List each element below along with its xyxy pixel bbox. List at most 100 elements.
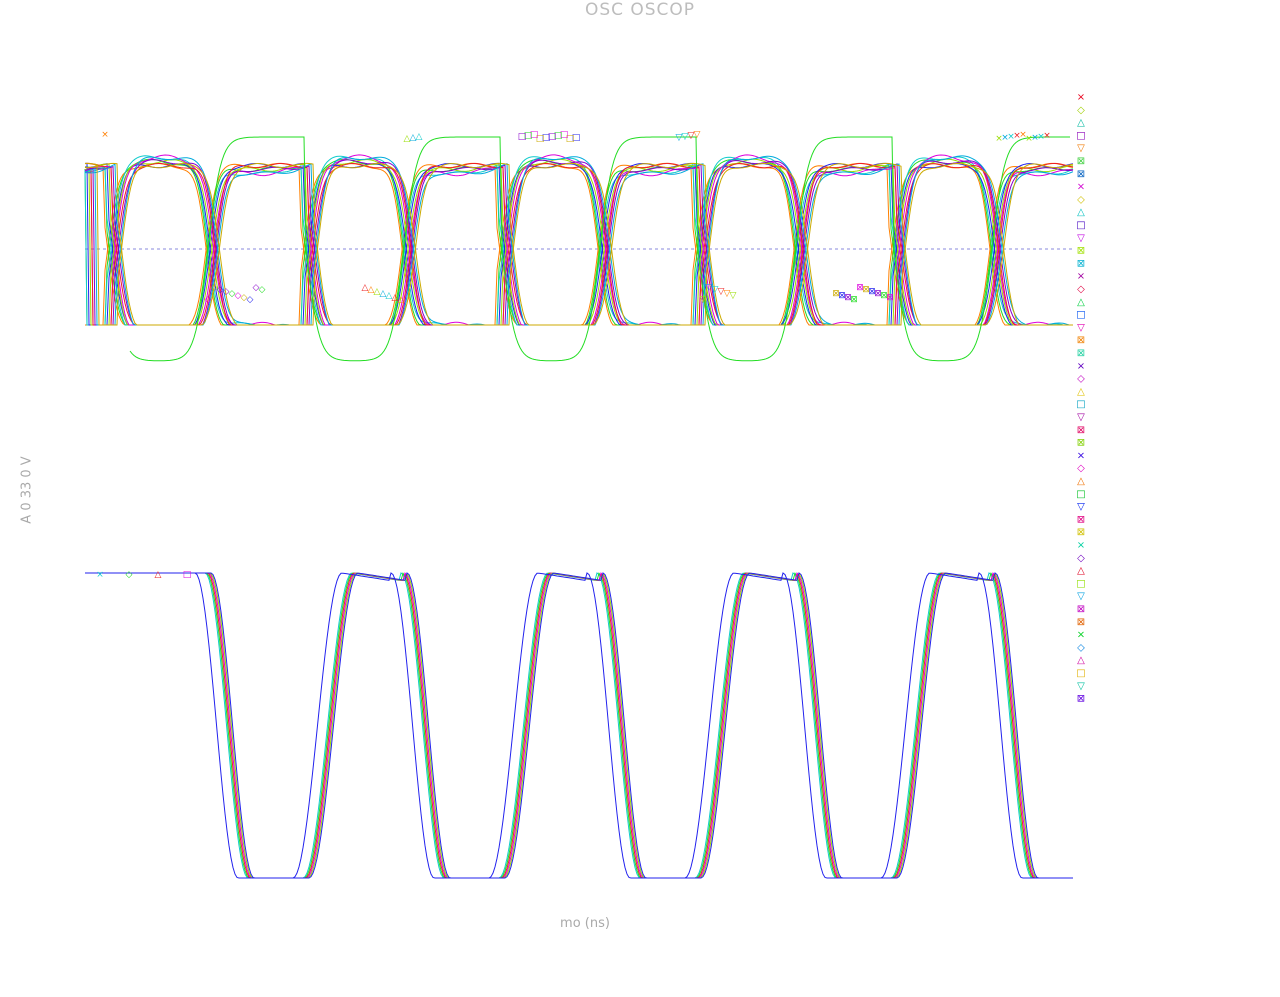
upper-trace-a <box>84 158 1073 326</box>
legend-marker: ◇ <box>1077 374 1085 385</box>
lower-marker: × <box>96 570 104 580</box>
legend-marker: ⊠ <box>1077 527 1085 538</box>
legend-marker: ⊠ <box>1077 348 1085 359</box>
upper-marker: △ <box>386 291 393 301</box>
legend-marker: ▽ <box>1077 412 1085 423</box>
legend-marker: ⊠ <box>1077 438 1085 449</box>
upper-marker: × <box>1019 130 1027 140</box>
legend-marker: ▽ <box>1077 322 1085 333</box>
legend-marker: △ <box>1077 386 1085 397</box>
upper-marker: △ <box>374 287 381 297</box>
upper-marker: ◇ <box>211 283 218 293</box>
legend-marker: □ <box>1076 578 1085 589</box>
legend-marker: ⊠ <box>1077 694 1085 705</box>
legend-marker: □ <box>1076 310 1085 321</box>
upper-marker: ⊠ <box>874 289 882 299</box>
legend-marker: △ <box>1077 118 1085 129</box>
upper-marker: □ <box>524 131 533 141</box>
upper-marker: ⊠ <box>832 289 840 299</box>
upper-marker: × <box>101 130 109 140</box>
lower-trace <box>85 572 1073 879</box>
lower-trace <box>85 572 1073 879</box>
upper-marker: ◇ <box>217 285 224 295</box>
upper-marker: △ <box>410 133 417 143</box>
upper-marker: △ <box>392 293 399 303</box>
lower-trace <box>85 572 1073 879</box>
upper-trace-a <box>84 159 1073 326</box>
upper-marker: △ <box>404 134 411 144</box>
upper-marker: ⊠ <box>856 283 864 293</box>
upper-marker: ◇ <box>247 295 254 305</box>
lower-lead-trace <box>85 572 1073 879</box>
legend-marker: ⊠ <box>1077 617 1085 628</box>
legend-marker: ⊠ <box>1077 425 1085 436</box>
legend-marker: ◇ <box>1077 105 1085 116</box>
y-axis-label: A 0 33 0 V <box>19 456 35 524</box>
upper-trace-b <box>84 162 1074 326</box>
legend-marker: ⊠ <box>1077 258 1085 269</box>
upper-trace-a <box>85 162 1073 326</box>
upper-marker: □ <box>560 130 569 140</box>
legend-marker: ◇ <box>1077 194 1085 205</box>
upper-marker: × <box>1025 134 1033 144</box>
upper-marker: △ <box>380 289 387 299</box>
legend-marker: ⊠ <box>1077 156 1085 167</box>
upper-marker: ◇ <box>223 287 230 297</box>
upper-marker: × <box>1031 133 1039 143</box>
upper-marker: ⊠ <box>844 293 852 303</box>
legend-marker: × <box>1077 361 1085 372</box>
legend-marker: ⊠ <box>1077 169 1085 180</box>
upper-marker: ⊠ <box>886 293 894 303</box>
upper-trace-a <box>84 158 1073 326</box>
upper-marker: × <box>1013 131 1021 141</box>
upper-marker: ◇ <box>205 295 212 305</box>
legend-marker: □ <box>1076 399 1085 410</box>
upper-marker: ▽ <box>700 295 707 305</box>
upper-marker: × <box>1001 133 1009 143</box>
upper-trace-b <box>85 162 1074 326</box>
lower-trace <box>85 572 1073 879</box>
upper-marker: △ <box>416 132 423 142</box>
upper-marker: ⊠ <box>838 291 846 301</box>
upper-trace-a <box>84 155 1073 326</box>
legend-marker: △ <box>1077 655 1085 666</box>
legend-marker: △ <box>1077 207 1085 218</box>
upper-marker: □ <box>566 134 575 144</box>
legend-marker: ⊠ <box>1077 604 1085 615</box>
legend-marker: ⊠ <box>1077 514 1085 525</box>
chart-title: OSC OSCOP <box>584 0 696 20</box>
upper-trace-a <box>84 155 1073 326</box>
upper-trace-b <box>85 163 1074 326</box>
lower-marker: □ <box>183 570 192 580</box>
legend-marker: ◇ <box>1077 284 1085 295</box>
upper-trace-b <box>84 163 1074 326</box>
lower-trace <box>85 572 1073 879</box>
upper-marker: ◇ <box>259 285 266 295</box>
legend-marker: □ <box>1076 130 1085 141</box>
upper-marker: ◇ <box>253 283 260 293</box>
upper-trace-b <box>84 162 1074 326</box>
upper-marker: ▽ <box>724 289 731 299</box>
legend-marker: △ <box>1077 297 1085 308</box>
x-axis-label: mo (ns) <box>560 916 610 931</box>
upper-trace-b <box>84 164 1074 326</box>
upper-marker: × <box>995 134 1003 144</box>
legend-marker: ▽ <box>1077 143 1085 154</box>
upper-marker: ◇ <box>229 289 236 299</box>
legend-marker: ▽ <box>1077 681 1085 692</box>
upper-marker: △ <box>368 285 375 295</box>
upper-marker: □ <box>572 133 581 143</box>
upper-trace-a <box>85 162 1073 326</box>
legend-marker: ▽ <box>1077 233 1085 244</box>
upper-marker: × <box>1043 131 1051 141</box>
legend-marker: × <box>1077 450 1085 461</box>
upper-marker: ▽ <box>694 130 701 140</box>
upper-trace-a <box>84 154 1073 326</box>
upper-marker: □ <box>554 131 563 141</box>
upper-marker: ◇ <box>235 291 242 301</box>
upper-trace-a <box>84 162 1073 326</box>
upper-marker: □ <box>536 134 545 144</box>
upper-trace-b <box>84 162 1074 326</box>
upper-trace-b <box>84 166 1073 326</box>
upper-marker: □ <box>530 130 539 140</box>
